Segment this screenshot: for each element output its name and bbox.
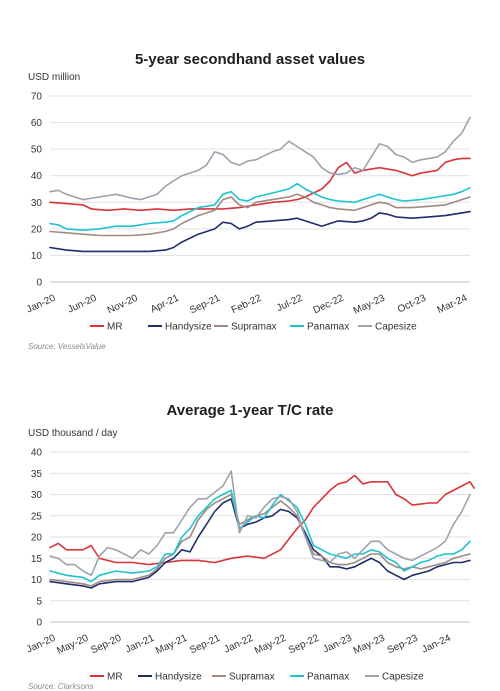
chart-1-title: 5-year secondhand asset values [134,51,366,68]
legend-item-capesize: Capesize [365,672,424,683]
y-tick-label-5: 5 [36,596,42,607]
legend-item-handysize: Handysize [138,672,202,683]
y-tick-label-50: 50 [31,145,43,156]
series-line-capesize [49,116,471,201]
y-tick-label-0: 0 [36,618,42,629]
x-tick-label-Sep-23: Sep-23 [386,633,420,657]
chart-2-source: Source: Clarksons [28,682,94,691]
y-tick-label-35: 35 [31,469,43,480]
legend-label-panamax: Panamax [307,672,349,683]
y-tick-label-10: 10 [31,251,43,262]
x-tick-label-Sep-22: Sep-22 [287,633,321,657]
y-tick-label-30: 30 [31,490,43,501]
series-line-supramax [49,193,471,237]
series-line-capesize [49,470,471,577]
legend-item-panamax: Panamax [290,322,349,333]
x-tick-label-Sep-21: Sep-21 [188,633,222,657]
y-tick-label-60: 60 [31,118,43,129]
x-tick-label-Jan-20: Jan-20 [25,633,58,656]
y-tick-label-30: 30 [31,198,43,209]
chart-1-source: Source: VesselsValue [28,342,106,351]
series-line-mr [49,157,471,212]
x-tick-label-Jan-22: Jan-22 [223,633,256,656]
series-line-supramax [49,493,471,587]
x-tick-label-Jan-21: Jan-21 [124,633,157,656]
legend-label-capesize: Capesize [375,322,417,333]
legend-label-supramax: Supramax [229,672,275,683]
legend-item-mr: MR [90,322,123,333]
legend-label-handysize: Handysize [165,322,212,333]
x-tick-label-May-23: May-23 [352,633,387,657]
legend-item-handysize: Handysize [148,322,212,333]
legend-label-panamax: Panamax [307,322,349,333]
x-tick-label-Sep-20: Sep-20 [89,633,123,657]
x-tick-label-Jan-24: Jan-24 [420,633,453,656]
x-tick-label-Jan-23: Jan-23 [321,633,354,656]
y-tick-label-20: 20 [31,533,43,544]
legend-label-mr: MR [107,322,123,333]
legend-label-supramax: Supramax [231,322,277,333]
series-line-mr [49,474,475,566]
y-tick-label-25: 25 [31,511,43,522]
legend-label-capesize: Capesize [382,672,424,683]
series-line-panamax [49,489,471,583]
legend-item-panamax: Panamax [290,672,349,683]
x-tick-label-May-20: May-20 [55,633,90,657]
series-line-panamax [49,182,471,231]
x-tick-label-May-21: May-21 [154,633,189,657]
chart-2-title: Average 1-year T/C rate [166,402,334,419]
chart-2-y-unit-label: USD thousand / day [28,428,118,439]
legend-item-mr: MR [90,672,123,683]
series-line-handysize [49,497,471,589]
y-tick-label-70: 70 [31,92,43,103]
y-tick-label-20: 20 [31,224,43,235]
legend-label-handysize: Handysize [155,672,202,683]
x-tick-label-May-22: May-22 [253,633,288,657]
y-tick-label-40: 40 [31,171,43,182]
y-tick-label-10: 10 [31,575,43,586]
y-tick-label-0: 0 [36,278,42,289]
y-tick-label-40: 40 [31,448,43,459]
chart-1-y-unit-label: USD million [28,72,81,83]
y-tick-label-15: 15 [31,554,43,565]
legend-item-capesize: Capesize [358,322,417,333]
legend-label-mr: MR [107,672,123,683]
legend-item-supramax: Supramax [212,672,275,683]
series-line-handysize [49,210,471,253]
legend-item-supramax: Supramax [214,322,277,333]
